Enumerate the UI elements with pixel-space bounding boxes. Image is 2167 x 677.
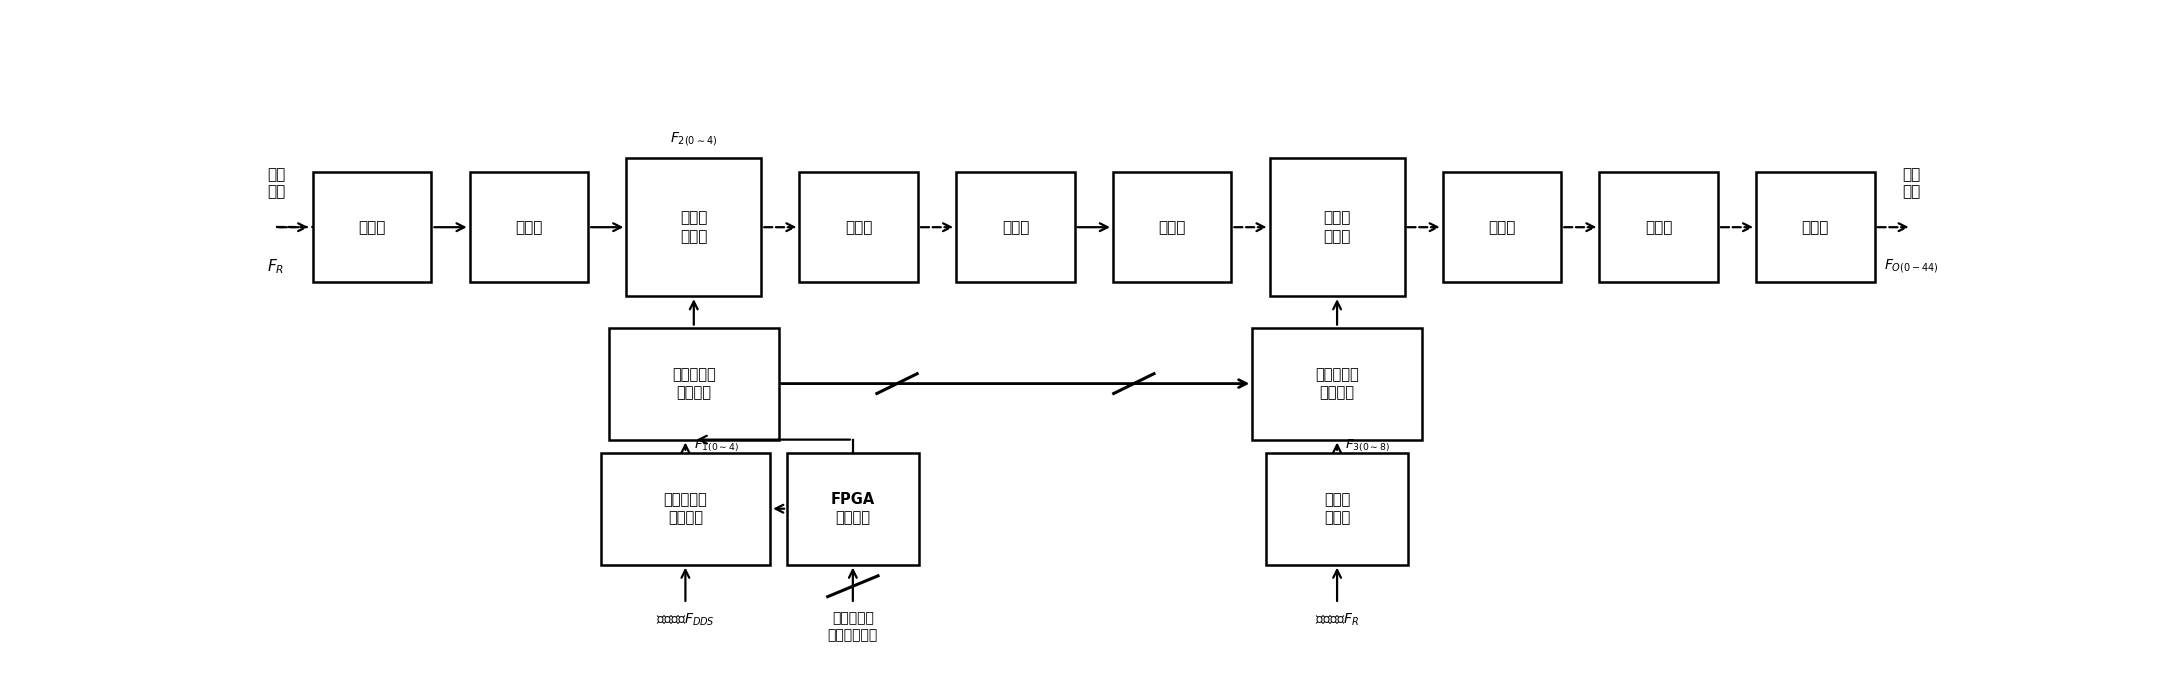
Bar (312, 173, 431, 282)
Text: 放大器: 放大器 (1001, 220, 1029, 235)
Text: $F_R$: $F_R$ (267, 257, 284, 276)
Text: 隔离器: 隔离器 (516, 220, 542, 235)
Text: 五选一开关
滤波组件: 五选一开关 滤波组件 (672, 367, 715, 400)
Text: 滤波器: 滤波器 (845, 220, 873, 235)
Text: 倍频器: 倍频器 (358, 220, 386, 235)
Text: 直接数字频
率合成器: 直接数字频 率合成器 (663, 492, 706, 525)
Text: $F_{3(0\sim8)}$: $F_{3(0\sim8)}$ (1346, 438, 1391, 454)
Text: 参考时钟$F_{DDS}$: 参考时钟$F_{DDS}$ (657, 611, 715, 628)
Bar (626, 158, 761, 297)
Text: $F_{O(0-44)}$: $F_{O(0-44)}$ (1885, 257, 1939, 276)
Bar (1443, 173, 1560, 282)
Text: 隔离器: 隔离器 (1159, 220, 1185, 235)
Text: 梳状谱
发生器: 梳状谱 发生器 (1324, 492, 1350, 525)
Bar (956, 173, 1075, 282)
Text: 滤波器: 滤波器 (1489, 220, 1515, 235)
Bar (1253, 328, 1422, 439)
Bar (800, 173, 919, 282)
Text: 参考
信号: 参考 信号 (267, 167, 286, 199)
Bar (1599, 173, 1718, 282)
Bar (1266, 453, 1409, 565)
Text: FPGA
控制电路: FPGA 控制电路 (830, 492, 875, 525)
Text: 双平衡
混频器: 双平衡 混频器 (1324, 211, 1350, 244)
Text: 双平衡
混频器: 双平衡 混频器 (680, 211, 706, 244)
Bar (787, 453, 919, 565)
Text: 九选一开关
滤波组件: 九选一开关 滤波组件 (1315, 367, 1359, 400)
Text: 放大器: 放大器 (1645, 220, 1673, 235)
Bar (600, 453, 769, 565)
Bar (609, 328, 778, 439)
Bar (1755, 173, 1874, 282)
Text: 合成
信号: 合成 信号 (1903, 167, 1920, 199)
Text: 外部定时与
模式控制信号: 外部定时与 模式控制信号 (828, 611, 878, 642)
Text: $F_{1(0\sim4)}$: $F_{1(0\sim4)}$ (693, 438, 739, 454)
Bar (1270, 158, 1404, 297)
Bar (1114, 173, 1231, 282)
Text: 隔离器: 隔离器 (1801, 220, 1829, 235)
Text: 参考信号$F_R$: 参考信号$F_R$ (1315, 611, 1359, 628)
Bar (470, 173, 587, 282)
Text: $F_{2(0\sim4)}$: $F_{2(0\sim4)}$ (670, 130, 717, 148)
